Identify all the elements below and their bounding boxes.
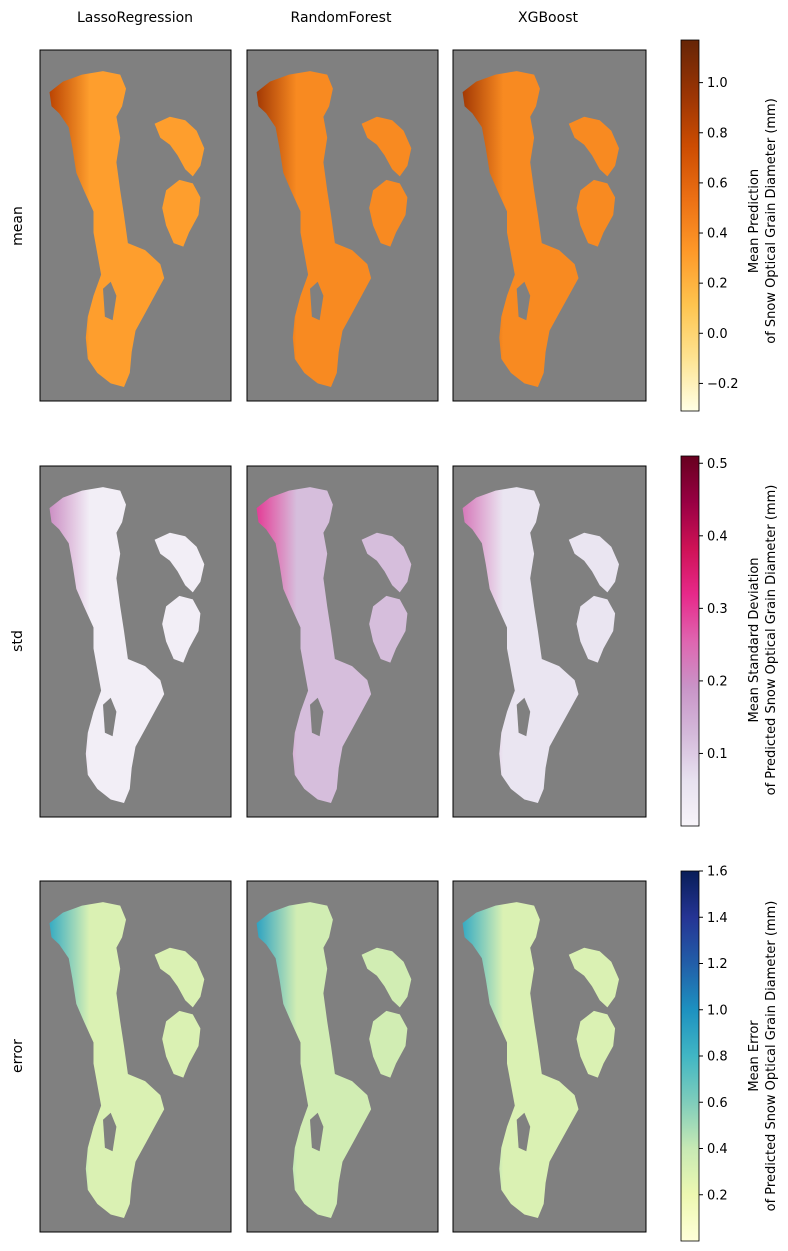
colorbar-std [680, 455, 700, 827]
map-panels: −0.2 0.0 0.2 0.4 0.6 0.8 1.0 0.1 0.2 0.3 0.4 0.5 0.2… [39, 39, 739, 1242]
map-region-east-error-lassoregression [162, 1010, 201, 1078]
map-region-northeast-error-lassoregression [154, 947, 205, 1008]
panel-std-xgboost [452, 465, 647, 818]
panel-frame-mean-randomforest [246, 49, 439, 402]
map-region-main-error-randomforest [256, 902, 372, 1218]
colorbar-label-std: Mean Standard Deviation of Predicted Sno… [747, 485, 779, 796]
map-region-east-std-xgboost [576, 595, 616, 663]
map-region-east-mean-lassoregression [162, 179, 201, 247]
map-gap-std-lassoregression [103, 697, 117, 737]
colorbar-mean [680, 39, 700, 412]
map-region-northeast-error-randomforest [361, 947, 412, 1008]
map-region-main-std-randomforest [256, 487, 372, 803]
map-region-main-mean-lassoregression [49, 71, 165, 387]
map-gap-error-xgboost [516, 1112, 531, 1152]
colorbar-error [680, 870, 700, 1242]
panel-mean-xgboost [452, 49, 647, 402]
map-region-northeast-mean-xgboost [568, 116, 619, 177]
map-gap-mean-xgboost [516, 281, 531, 321]
colorbar-tick-label-error-2: 0.6 [707, 1096, 728, 1111]
colorbar-tick-label-std-0: 0.1 [707, 747, 728, 762]
panel-error-randomforest [246, 880, 439, 1233]
row-label-mean: mean [10, 206, 26, 246]
map-gap-error-lassoregression [103, 1112, 117, 1152]
colorbar-tick-label-mean-0: −0.2 [707, 377, 739, 392]
map-gap-std-randomforest [310, 697, 324, 737]
colorbar-label-error-line1: Mean Error [747, 1020, 762, 1092]
colorbar-label-mean: Mean Prediction of Snow Optical Grain Di… [747, 98, 779, 344]
panel-frame-std-xgboost [452, 465, 647, 818]
map-region-east-error-randomforest [369, 1010, 408, 1078]
panel-std-randomforest [246, 465, 439, 818]
panel-std-lassoregression [39, 465, 232, 818]
map-region-east-std-randomforest [369, 595, 408, 663]
panel-frame-error-xgboost [452, 880, 647, 1233]
map-region-main-error-lassoregression [49, 902, 165, 1218]
colorbar-tick-label-mean-1: 0.0 [707, 327, 728, 342]
panel-mean-lassoregression [39, 49, 232, 402]
map-region-northeast-std-xgboost [568, 532, 619, 593]
column-title-randomforest: RandomForest [291, 10, 392, 26]
panel-error-xgboost [452, 880, 647, 1233]
colorbar-tick-label-error-6: 1.4 [707, 911, 728, 926]
colorbar-label-mean-line1: Mean Prediction [747, 169, 762, 273]
panel-frame-mean-xgboost [452, 49, 647, 402]
colorbar-label-error: Mean Error of Predicted Snow Optical Gra… [747, 901, 779, 1212]
panel-frame-error-lassoregression [39, 880, 232, 1233]
map-region-east-error-xgboost [576, 1010, 616, 1078]
map-region-main-mean-xgboost [462, 71, 579, 387]
colorbar-tick-label-std-1: 0.2 [707, 674, 728, 689]
map-region-east-std-lassoregression [162, 595, 201, 663]
map-gap-error-randomforest [310, 1112, 324, 1152]
map-region-main-error-xgboost [462, 902, 579, 1218]
colorbar-tick-label-mean-3: 0.4 [707, 227, 728, 242]
colorbar-label-std-line1: Mean Standard Deviation [747, 557, 762, 722]
colorbar-tick-label-mean-2: 0.2 [707, 277, 728, 292]
colorbar-label-mean-line2: of Snow Optical Grain Diameter (mm) [764, 98, 779, 344]
map-region-northeast-mean-randomforest [361, 116, 412, 177]
panel-error-lassoregression [39, 880, 232, 1233]
map-region-northeast-mean-lassoregression [154, 116, 205, 177]
colorbar-tick-label-mean-5: 0.8 [707, 126, 728, 141]
map-region-northeast-error-xgboost [568, 947, 619, 1008]
panel-frame-std-lassoregression [39, 465, 232, 818]
map-region-main-std-lassoregression [49, 487, 165, 803]
colorbar-tick-label-mean-4: 0.6 [707, 176, 728, 191]
colorbar-tick-label-error-5: 1.2 [707, 957, 728, 972]
map-region-main-mean-randomforest [256, 71, 372, 387]
colorbar-tick-label-error-0: 0.2 [707, 1188, 728, 1203]
colorbar-tick-label-error-7: 1.6 [707, 865, 728, 880]
map-region-east-mean-xgboost [576, 179, 616, 247]
panel-frame-std-randomforest [246, 465, 439, 818]
colorbar-label-error-line2: of Predicted Snow Optical Grain Diameter… [764, 901, 779, 1212]
map-region-northeast-std-lassoregression [154, 532, 205, 593]
map-region-east-mean-randomforest [369, 179, 408, 247]
colorbar-tick-label-std-2: 0.3 [707, 602, 728, 617]
map-gap-mean-randomforest [310, 281, 324, 321]
colorbar-label-std-line2: of Predicted Snow Optical Grain Diameter… [764, 485, 779, 796]
map-region-northeast-std-randomforest [361, 532, 412, 593]
colorbar-tick-label-std-4: 0.5 [707, 457, 728, 472]
colorbar-tick-label-mean-6: 1.0 [707, 76, 728, 91]
column-title-xgboost: XGBoost [518, 10, 578, 26]
panel-frame-error-randomforest [246, 880, 439, 1233]
colorbar-tick-label-error-4: 1.0 [707, 1003, 728, 1018]
row-label-error: error [10, 1039, 26, 1073]
map-gap-std-xgboost [516, 697, 531, 737]
row-label-std: std [10, 630, 26, 652]
colorbar-tick-label-error-3: 0.8 [707, 1050, 728, 1065]
panel-mean-randomforest [246, 49, 439, 402]
colorbar-tick-label-error-1: 0.4 [707, 1142, 728, 1157]
map-gap-mean-lassoregression [103, 281, 117, 321]
map-region-main-std-xgboost [462, 487, 579, 803]
colorbar-tick-label-std-3: 0.4 [707, 529, 728, 544]
panel-frame-mean-lassoregression [39, 49, 232, 402]
column-title-lassoregression: LassoRegression [77, 10, 193, 26]
